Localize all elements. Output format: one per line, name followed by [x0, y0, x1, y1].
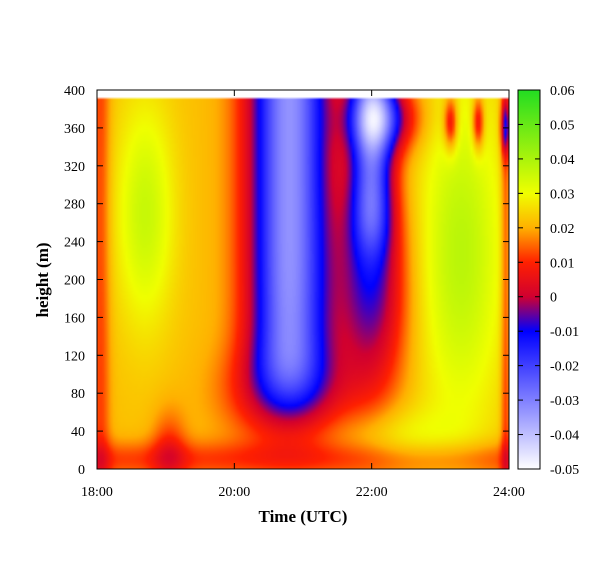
colorbar-tick-label: 0.01: [550, 256, 575, 271]
colorbar-tick-label: -0.02: [550, 360, 579, 375]
x-axis: 18:00 20:00 22:00 24:00: [81, 90, 525, 500]
colorbar-tick-label: 0.02: [550, 222, 575, 237]
y-tick-label: 200: [64, 274, 85, 289]
x-tick-label: 24:00: [493, 485, 525, 500]
y-tick-label: 400: [64, 84, 85, 99]
heatmap-field: [97, 90, 509, 469]
y-tick-label: 0: [78, 463, 85, 478]
colorbar-tick-label: 0: [550, 291, 557, 306]
y-tick-label: 240: [64, 236, 85, 251]
x-tick-label: 22:00: [356, 485, 388, 500]
y-tick-label: 280: [64, 198, 85, 213]
y-tick-label: 80: [71, 387, 85, 402]
y-tick-label: 360: [64, 122, 85, 137]
y-tick-label: 320: [64, 160, 85, 175]
x-tick-label: 18:00: [81, 485, 113, 500]
y-tick-label: 160: [64, 311, 85, 326]
y-axis-title: height (m): [33, 242, 52, 317]
colorbar-tick-label: 0.04: [550, 153, 575, 168]
x-axis-title: Time (UTC): [259, 507, 348, 526]
colorbar-tick-label: 0.06: [550, 84, 575, 99]
colorbar-gradient: [517, 89, 541, 470]
colorbar-tick-label: -0.01: [550, 325, 579, 340]
x-tick-label: 20:00: [218, 485, 250, 500]
colorbar-tick-label: -0.05: [550, 463, 579, 478]
y-axis: 0 40 80 120 160 200 240 280 320 360 400: [64, 84, 509, 478]
colorbar-tick-label: -0.03: [550, 394, 579, 409]
plot-area: [96, 89, 510, 470]
colorbar: -0.05 -0.04 -0.03 -0.02 -0.01 0 0.01 0.02 0.03 0.…: [517, 84, 579, 478]
colorbar-tick-label: -0.04: [550, 429, 579, 444]
y-tick-label: 120: [64, 349, 85, 364]
colorbar-ticks: -0.05 -0.04 -0.03 -0.02 -0.01 0 0.01 0.02 0.03 0.…: [518, 84, 579, 478]
colorbar-tick-label: 0.03: [550, 187, 575, 202]
y-tick-label: 40: [71, 425, 85, 440]
colorbar-tick-label: 0.05: [550, 118, 575, 133]
